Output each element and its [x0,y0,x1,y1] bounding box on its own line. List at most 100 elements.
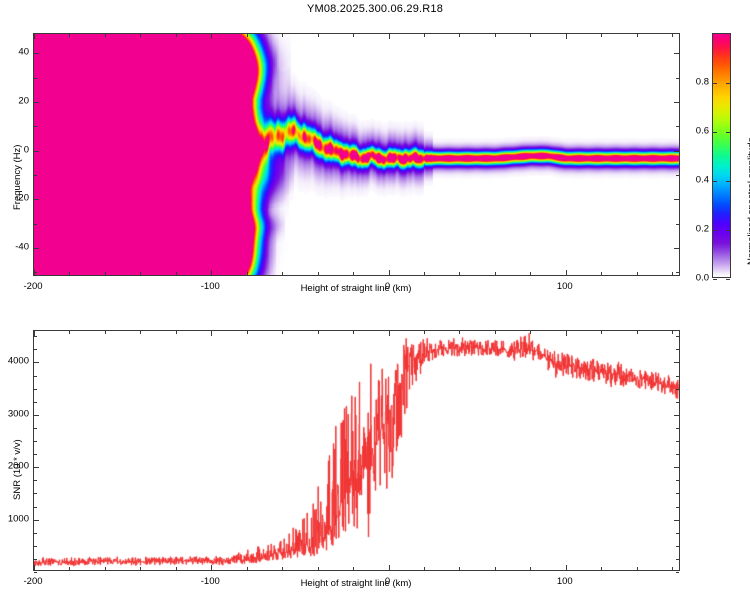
colorbar-tick-label: 0.6 [695,125,709,137]
spectrogram-x-tick-label: 100 [556,281,573,292]
axis-tick [34,34,35,39]
spectrogram-x-tick-label: 0 [384,281,391,292]
axis-tick [317,567,319,570]
spectrogram-y-tick-label: 40 [18,46,29,58]
axis-tick [672,34,674,37]
axis-tick [34,467,39,469]
axis-tick [423,331,425,334]
snr-trace-line [34,331,679,570]
spectrogram-x-axis-title: Height of straight line (km) [300,283,412,294]
axis-tick [530,331,532,334]
axis-tick [565,565,567,570]
snr-y-tick-label: 1000 [7,513,29,525]
axis-tick [676,349,679,351]
axis-tick [459,567,461,570]
axis-tick [676,223,679,225]
axis-tick [353,567,355,570]
axis-tick [175,34,177,37]
spectrogram-x-tick-label: -200 [23,281,43,292]
axis-tick [713,83,717,84]
snr-canvas-clip [34,331,679,570]
axis-tick [713,181,717,182]
axis-tick [140,272,142,275]
axis-tick [713,132,717,133]
axis-tick [676,441,679,443]
axis-tick [104,272,106,275]
snr-y-tick-label: 2000 [7,460,29,472]
axis-tick [423,272,425,275]
axis-tick [494,331,496,334]
snr-x-tick-label: -200 [23,576,43,587]
axis-tick [34,174,37,176]
axis-tick [636,34,638,37]
snr-plot-area [33,330,680,573]
spectrogram-image [34,34,679,275]
axis-tick [676,388,679,390]
axis-tick [676,77,679,79]
axis-tick [672,331,674,334]
axis-tick [726,230,730,231]
snr-x-tick-label: -100 [200,576,220,587]
spectrogram-x-tick-label: -100 [200,281,220,292]
axis-tick [676,401,679,403]
axis-tick [494,272,496,275]
axis-tick [530,34,532,37]
axis-tick [676,272,679,274]
axis-tick [34,414,39,416]
axis-tick [601,567,603,570]
axis-tick [34,223,37,225]
axis-tick [674,467,679,469]
axis-tick [211,565,213,570]
axis-tick [459,34,461,37]
axis-tick [530,272,532,275]
axis-tick [282,272,284,275]
spectrogram-y-tick-label: 0 [23,144,29,156]
axis-tick [676,427,679,429]
axis-tick [104,567,106,570]
axis-tick [34,375,37,377]
axis-tick [494,567,496,570]
axis-tick [34,199,39,201]
axis-tick [676,572,679,573]
axis-tick [601,34,603,37]
axis-tick [676,375,679,377]
axis-tick [246,567,248,570]
axis-tick [353,34,355,37]
axis-tick [353,272,355,275]
axis-tick [282,331,284,334]
axis-tick [676,506,679,508]
colorbar-tick-label: 0.0 [695,272,709,284]
axis-tick [69,34,71,37]
snr-y-axis-title: SNR (10 * v/v) [12,439,23,500]
axis-tick [676,558,679,560]
axis-tick [140,34,142,37]
axis-tick [459,272,461,275]
axis-tick [69,272,71,275]
axis-tick [317,34,319,37]
axis-tick [34,519,39,521]
spectrogram-y-tick-label: 20 [18,95,29,107]
axis-tick [34,493,37,495]
axis-tick [726,83,730,84]
axis-tick [674,247,679,249]
axis-tick [676,532,679,534]
axis-tick [140,567,142,570]
spectrogram-plot-area [33,33,680,276]
axis-tick [674,362,679,364]
axis-tick [175,331,177,334]
colorbar-tick-label: 0.8 [695,76,709,88]
axis-tick [423,567,425,570]
axis-tick [676,126,679,128]
axis-tick [636,331,638,334]
axis-tick [34,388,37,390]
page-title: YM08.2025.300.06.29.R18 [306,3,444,15]
axis-tick [565,331,567,336]
axis-tick [211,270,213,275]
axis-tick [565,34,567,39]
axis-tick [34,126,37,128]
axis-tick [565,270,567,275]
axis-tick [34,53,39,55]
axis-tick [636,567,638,570]
axis-tick [388,565,390,570]
axis-tick [676,493,679,495]
